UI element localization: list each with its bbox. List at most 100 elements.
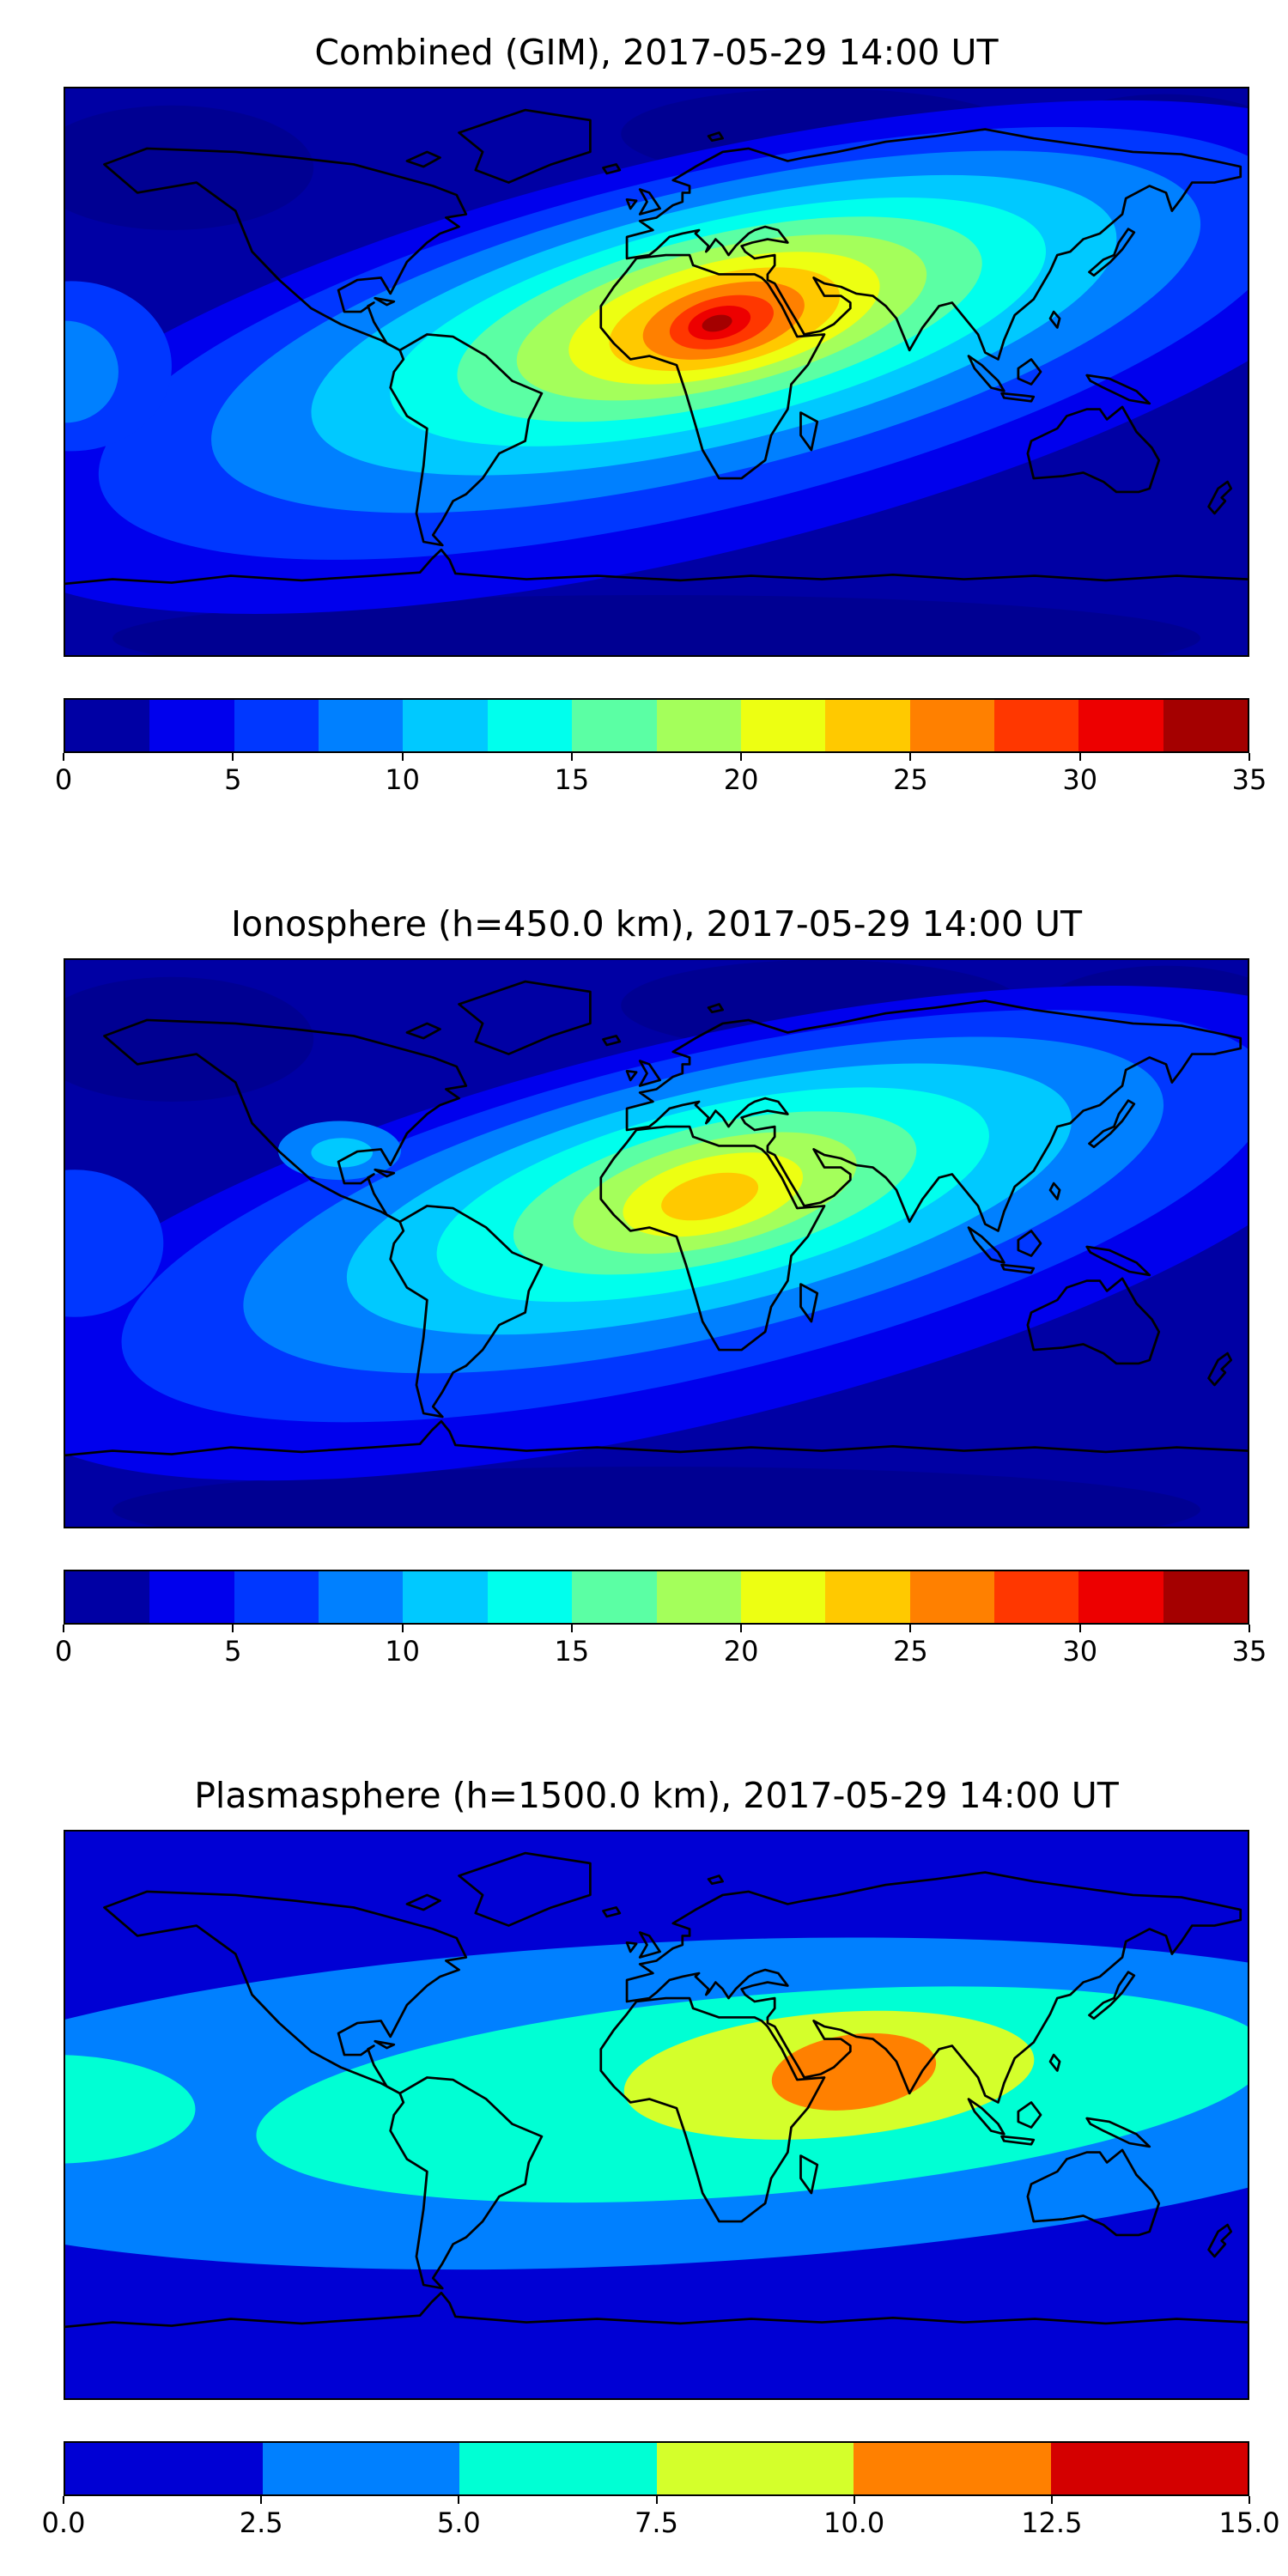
wraparound-patch	[65, 281, 172, 452]
colorbar-tick-label: 12.5	[1021, 2506, 1083, 2540]
map-canvas-combined	[65, 88, 1248, 656]
colorbar-tick-label: 10.0	[823, 2506, 885, 2540]
colorbar-tick-label: 20	[723, 1635, 759, 1668]
colorbar-segment	[65, 1571, 150, 1624]
colorbar-ticks-combined: 0 5 10 15 20 25 30 35	[55, 753, 1267, 803]
colorbar-tick-mark	[1078, 753, 1081, 762]
colorbar-tick-mark	[740, 1625, 743, 1633]
colorbar-tick-mark	[232, 753, 234, 762]
colorbar-tick-mark	[232, 1625, 234, 1633]
colorbar-segment	[262, 2443, 459, 2495]
colorbar-tick-mark	[1050, 2496, 1053, 2505]
colorbar-tick-mark	[655, 2496, 658, 2505]
colorbar-segment	[825, 700, 910, 752]
colorbar-segment	[854, 2443, 1051, 2495]
colorbar-tick-mark	[740, 753, 743, 762]
colorbar-segment	[572, 1571, 657, 1624]
colorbar-tick-mark	[909, 1625, 912, 1633]
colorbar-tick-label: 35	[1231, 763, 1267, 797]
colorbar-segment	[234, 700, 319, 752]
colorbar-tick-label: 15.0	[1218, 2506, 1280, 2540]
colorbar-segment	[487, 1571, 573, 1624]
colorbar-segment	[1163, 1571, 1249, 1624]
colorbar-tick-label: 35	[1231, 1635, 1267, 1668]
map-plasmasphere	[64, 1830, 1249, 2401]
colorbar-tick-label: 10	[385, 1635, 420, 1668]
colorbar-ionosphere	[64, 1570, 1249, 1625]
colorbar-tick-mark	[260, 2496, 263, 2505]
colorbar-tick-mark	[909, 753, 912, 762]
colorbar-segment	[656, 2443, 854, 2495]
colorbar-tick-mark	[853, 2496, 855, 2505]
colorbar-segment	[740, 1571, 826, 1624]
colorbar-tick-mark	[63, 2496, 64, 2505]
colorbar-segment	[1050, 2443, 1248, 2495]
colorbar-tick-mark	[1249, 2496, 1250, 2505]
colorbar-tick-label: 7.5	[635, 2506, 678, 2540]
colorbar-tick-mark	[1078, 1625, 1081, 1633]
colorbar-tick-label: 5	[224, 1635, 242, 1668]
secondary-patches	[65, 1121, 402, 1318]
colorbar-tick-label: 0.0	[41, 2506, 86, 2540]
colorbar-tick-mark	[63, 753, 64, 762]
colorbar-tick-label: 2.5	[239, 2506, 283, 2540]
colorbar-segment	[487, 700, 573, 752]
colorbar-tick-label: 25	[893, 763, 928, 797]
colorbar-segment	[1078, 700, 1163, 752]
map-canvas-plasmasphere	[65, 1832, 1248, 2399]
colorbar-segment	[65, 700, 150, 752]
contour-field	[65, 1937, 1248, 2270]
colorbar-segment	[319, 700, 404, 752]
colorbar-segment	[403, 1571, 488, 1624]
colorbar-segment	[1163, 700, 1249, 752]
colorbar-tick-label: 20	[723, 763, 759, 797]
colorbar-tick-mark	[570, 753, 573, 762]
panel-combined: Combined (GIM), 2017-05-29 14:00 UT	[55, 32, 1267, 803]
colorbar-segment	[319, 1571, 404, 1624]
colorbar-segment	[909, 1571, 994, 1624]
colorbar-combined	[64, 698, 1249, 754]
colorbar-tick-mark	[63, 1625, 64, 1633]
colorbar-tick-label: 0	[54, 1635, 73, 1668]
map-canvas-ionosphere	[65, 960, 1248, 1528]
colorbar-tick-mark	[401, 753, 404, 762]
colorbar-segment	[149, 1571, 234, 1624]
colorbar-tick-label: 15	[554, 763, 590, 797]
colorbar-tick-label: 5	[224, 763, 242, 797]
colorbar-segment	[825, 1571, 910, 1624]
panel-title-combined: Combined (GIM), 2017-05-29 14:00 UT	[314, 32, 999, 73]
colorbar-segment	[149, 700, 234, 752]
panel-plasmasphere: Plasmasphere (h=1500.0 km), 2017-05-29 1…	[42, 1775, 1280, 2546]
colorbar-tick-mark	[1249, 753, 1250, 762]
colorbar-segment	[1078, 1571, 1163, 1624]
colorbar-segment	[993, 1571, 1079, 1624]
panel-ionosphere: Ionosphere (h=450.0 km), 2017-05-29 14:0…	[55, 903, 1267, 1674]
contour-field	[65, 986, 1248, 1481]
panel-title-plasmasphere: Plasmasphere (h=1500.0 km), 2017-05-29 1…	[194, 1775, 1119, 1817]
colorbar-ticks-ionosphere: 0 5 10 15 20 25 30 35	[55, 1625, 1267, 1674]
colorbar-tick-label: 0	[54, 763, 73, 797]
colorbar-tick-label: 25	[893, 1635, 928, 1668]
map-combined	[64, 87, 1249, 658]
colorbar-segment	[572, 700, 657, 752]
colorbar-segment	[234, 1571, 319, 1624]
colorbar-segment	[740, 700, 826, 752]
colorbar-tick-mark	[570, 1625, 573, 1633]
colorbar-segment	[459, 2443, 657, 2495]
colorbar-segment	[909, 700, 994, 752]
colorbar-segment	[65, 2443, 263, 2495]
colorbar-segment	[993, 700, 1079, 752]
colorbar-segment	[403, 700, 488, 752]
colorbar-tick-label: 30	[1062, 763, 1098, 797]
colorbar-tick-mark	[458, 2496, 460, 2505]
map-ionosphere	[64, 958, 1249, 1529]
colorbar-tick-mark	[401, 1625, 404, 1633]
colorbar-tick-label: 10	[385, 763, 420, 797]
colorbar-segment	[656, 700, 741, 752]
colorbar-tick-label: 15	[554, 1635, 590, 1668]
contour-field	[65, 100, 1248, 615]
colorbar-tick-label: 5.0	[436, 2506, 481, 2540]
colorbar-segment	[656, 1571, 741, 1624]
colorbar-ticks-plasmasphere: 0.0 2.5 5.0 7.5 10.0 12.5 15.0	[42, 2496, 1280, 2546]
